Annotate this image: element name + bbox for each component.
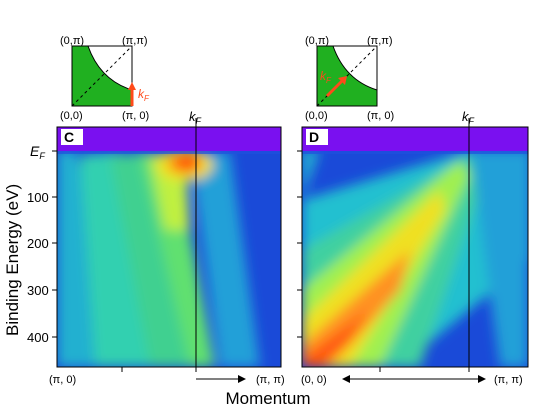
bz-label-br: (π, 0): [122, 110, 149, 122]
ef-label: EF: [30, 143, 45, 161]
x-start-label-c: (π, 0): [49, 374, 76, 386]
x-start-label-d: (0, 0): [301, 374, 327, 386]
y-tick-label: 400: [27, 330, 49, 345]
panel-label-box-d: [306, 129, 328, 145]
panel-label-box-c: [61, 129, 83, 145]
kf-label-c: kF: [189, 109, 202, 126]
y-axis-label: Binding Energy (eV): [3, 184, 22, 336]
panel-label-d: D: [309, 129, 319, 145]
direction-arrow-d: [342, 375, 486, 383]
x-ticks: [121, 367, 470, 372]
bz-label-bl: (0,0): [60, 110, 83, 122]
kf-inset-label: kF: [138, 87, 150, 103]
intensity-map-d: [302, 127, 528, 367]
panel-c-frame: [56, 126, 282, 368]
arrow-head-icon: [338, 76, 347, 85]
kf-inset-label: kF: [320, 69, 332, 85]
bz-inset-d: (0,π) (π,π) (0,0) (π, 0) kF: [305, 35, 394, 122]
bz-label-tr: (π,π): [367, 35, 393, 47]
bz-label-br: (π, 0): [367, 110, 394, 122]
x-end-label-d: (π, π): [494, 374, 523, 386]
y-tick-label: 300: [27, 283, 49, 298]
panel-d-frame: [301, 126, 529, 368]
energy-gap-band: [302, 127, 528, 151]
kf-label-d: kF: [462, 109, 475, 126]
cut-arrow-d: [325, 79, 344, 98]
x-end-label-c: (π, π): [256, 374, 285, 386]
y-tick-label: 100: [27, 190, 49, 205]
intensity-map-c: [57, 127, 281, 367]
bz-inset-c: (0,π) (π,π) (0,0) (π, 0) kF: [60, 35, 150, 122]
bz-label-tr: (π,π): [122, 35, 148, 47]
bz-label-tl: (0,π): [60, 35, 84, 47]
arrow-head-icon: [128, 82, 136, 90]
direction-arrow-c: [196, 375, 246, 383]
bz-label-bl: (0,0): [305, 110, 328, 122]
x-axis-label: Momentum: [225, 389, 310, 408]
y-ticks: [52, 150, 302, 338]
energy-gap-band: [57, 127, 281, 151]
bz-label-tl: (0,π): [305, 35, 329, 47]
panel-label-c: C: [64, 129, 74, 145]
y-tick-label: 200: [27, 236, 49, 251]
